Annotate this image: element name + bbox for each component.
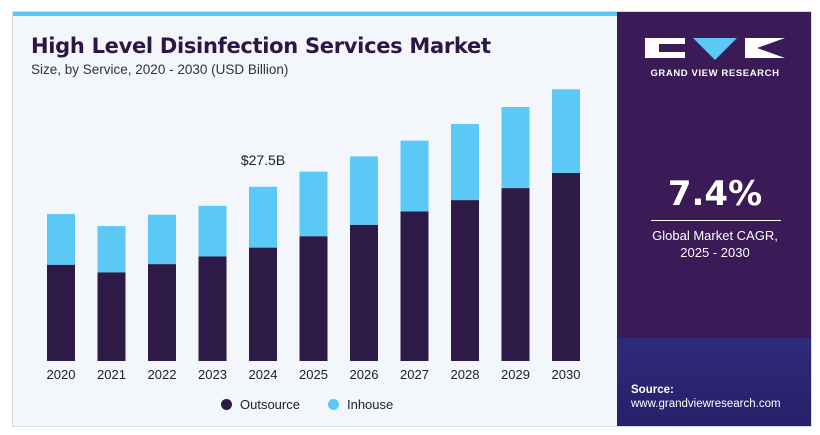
cagr-label-line1: Global Market CAGR, — [652, 228, 778, 243]
bar-outsource-2024 — [249, 247, 277, 361]
x-tick-label-2024: 2024 — [249, 367, 278, 382]
legend-label-outsource: Outsource — [240, 397, 300, 412]
bar-inhouse-2030 — [552, 89, 580, 173]
infographic-frame: High Level Disinfection Services Market … — [12, 11, 812, 427]
brand-name: GRAND VIEW RESEARCH — [650, 68, 780, 79]
cagr-divider — [651, 220, 781, 221]
side-panel: GRAND VIEW RESEARCH 7.4% Global Market C… — [617, 12, 811, 426]
bar-outsource-2030 — [552, 172, 580, 361]
bar-inhouse-2026 — [350, 156, 378, 225]
bar-outsource-2027 — [400, 211, 429, 361]
bar-inhouse-2023 — [198, 205, 227, 257]
accent-strip — [13, 12, 617, 16]
legend-swatch-inhouse — [327, 399, 339, 410]
chart-title: High Level Disinfection Services Market — [31, 34, 491, 58]
x-tick-label-2023: 2023 — [198, 367, 227, 382]
bar-inhouse-2025 — [299, 171, 328, 237]
cagr-label: Global Market CAGR, 2025 - 2030 — [617, 227, 811, 261]
data-label-2024: $27.5B — [241, 152, 285, 168]
bar-outsource-2023 — [198, 256, 227, 361]
bar-inhouse-2027 — [400, 140, 429, 212]
x-tick-label-2020: 2020 — [47, 367, 76, 382]
bar-outsource-2022 — [148, 264, 176, 361]
source-link[interactable]: www.grandviewresearch.com — [631, 398, 781, 410]
bar-inhouse-2022 — [148, 214, 176, 265]
bar-inhouse-2021 — [97, 226, 126, 273]
bar-inhouse-2020 — [47, 214, 75, 265]
legend-label-inhouse: Inhouse — [346, 397, 394, 412]
bar-inhouse-2029 — [501, 107, 530, 189]
x-tick-label-2025: 2025 — [299, 367, 328, 382]
chart-subtitle: Size, by Service, 2020 - 2030 (USD Billi… — [31, 62, 289, 77]
bar-outsource-2028 — [451, 200, 479, 361]
cagr-value: 7.4% — [667, 174, 763, 214]
cagr-label-line2: 2025 - 2030 — [680, 245, 750, 260]
x-tick-label-2028: 2028 — [451, 367, 480, 382]
legend-item-outsource: Outsource — [221, 397, 300, 412]
legend-swatch-outsource — [221, 399, 232, 410]
bar-outsource-2029 — [501, 188, 530, 361]
bar-outsource-2026 — [350, 224, 378, 361]
chart-legend: Outsource Inhouse — [221, 397, 393, 412]
x-tick-label-2027: 2027 — [400, 367, 429, 382]
x-tick-label-2026: 2026 — [350, 367, 379, 382]
bar-inhouse-2028 — [451, 124, 479, 201]
source-band — [617, 338, 811, 426]
stacked-bar-chart: 2020 2021 2022 2023 2024 $27.5B 2025 2026 2027 20… — [47, 89, 581, 382]
source-label: Source: — [631, 384, 674, 396]
bar-outsource-2021 — [97, 272, 126, 361]
x-tick-label-2029: 2029 — [501, 367, 530, 382]
x-tick-label-2022: 2022 — [148, 367, 177, 382]
bar-outsource-2025 — [299, 236, 328, 361]
x-tick-label-2030: 2030 — [552, 367, 581, 382]
grand-view-research-logo — [645, 38, 785, 60]
bar-outsource-2020 — [47, 264, 75, 361]
x-tick-label-2021: 2021 — [97, 367, 126, 382]
legend-item-inhouse: Inhouse — [327, 397, 394, 412]
bar-inhouse-2024 — [249, 186, 277, 248]
